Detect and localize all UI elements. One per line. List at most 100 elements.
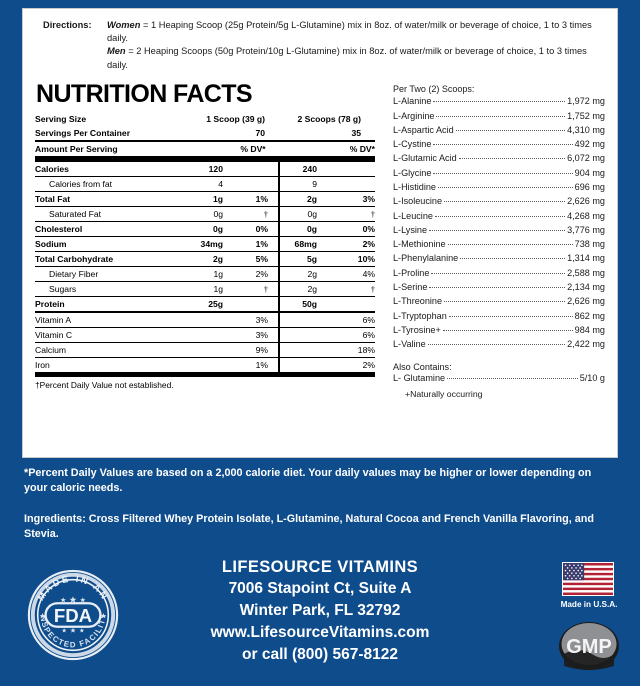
amino-acid-name: L-Methionine	[393, 239, 446, 250]
serving-size-col1: 1 Scoop (39 g)	[206, 113, 265, 124]
amino-acid-list: L-Alanine 1,972 mg L-Arginine 1,752 mg L-Asp…	[393, 95, 605, 352]
nutrient-dv-2: 6%	[331, 310, 375, 328]
amino-acid-value: 696 mg	[574, 182, 605, 193]
nutrition-row: Saturated Fat 0g † 0g †	[35, 205, 375, 222]
leader-dots	[429, 287, 566, 288]
leader-dots	[444, 301, 566, 303]
gmp-certified-icon: GMP	[558, 620, 620, 672]
nutrient-dv-1	[237, 295, 280, 312]
nutrient-amount-1: 1g	[185, 280, 237, 297]
nutrient-dv-1: †	[237, 280, 280, 297]
amino-acid-item: L-Methionine 738 mg	[393, 238, 605, 252]
nutrient-amount-2	[279, 356, 331, 375]
leader-dots	[447, 378, 578, 380]
serving-size-col2: 2 Scoops (78 g)	[297, 113, 361, 124]
nutrient-amount-2: 50g	[279, 295, 331, 312]
directions-body: Women = 1 Heaping Scoop (25g Protein/5g …	[107, 19, 605, 72]
nutrient-amount-2: 240	[279, 155, 331, 177]
nutrient-dv-2: 10%	[331, 250, 375, 267]
nutrient-name: Vitamin A	[35, 310, 185, 328]
leader-dots	[448, 315, 573, 317]
nutrient-dv-1: 0%	[237, 220, 280, 237]
nutrient-dv-2	[331, 175, 375, 192]
company-website[interactable]: www.LifesourceVitamins.com	[210, 624, 430, 642]
leader-dots	[437, 187, 573, 189]
leader-dots	[431, 272, 566, 274]
also-contains-header: Also Contains:	[393, 361, 452, 372]
nutrition-row: Iron 1% 2%	[35, 356, 375, 375]
directions-label: Directions:	[43, 20, 92, 30]
nutrient-amount-2	[279, 341, 331, 358]
nutrient-amount-2: 2g	[279, 280, 331, 297]
company-name: LIFESOURCE VITAMINS	[221, 558, 419, 576]
nutrient-name: Total Carbohydrate	[35, 250, 185, 267]
amino-acid-value: 2,626 mg	[567, 196, 605, 207]
nutrient-dv-1: 5%	[237, 250, 280, 267]
amino-acid-value: 738 mg	[574, 239, 605, 250]
nutrient-amount-1: 0g	[185, 220, 237, 237]
company-phone[interactable]: or call (800) 567-8122	[242, 646, 398, 664]
nutrient-name: Calories from fat	[35, 175, 185, 192]
amino-acid-item: L-Arginine 1,752 mg	[393, 109, 605, 123]
amino-acid-name: L-Cystine	[393, 139, 432, 150]
nutrient-amount-1: 120	[185, 155, 237, 177]
nutrient-dv-2: †	[331, 280, 375, 297]
nutrient-amount-1: 25g	[185, 295, 237, 312]
nutrition-row: Total Carbohydrate 2g 5% 5g 10%	[35, 250, 375, 267]
amino-acid-value: 4,268 mg	[567, 210, 605, 221]
servings-per-container-col1: 70	[255, 127, 265, 138]
amino-acid-item: L-Leucine 4,268 mg	[393, 209, 605, 223]
servings-per-container-label: Servings Per Container	[35, 127, 131, 138]
amino-acid-name: L-Tyrosine+	[393, 324, 441, 335]
nutrition-row: Vitamin A 3% 6%	[35, 310, 375, 328]
fda-inspected-facility-icon: MADE IN AN INSPECTED FACILITY FDA	[22, 559, 122, 664]
nutrient-dv-2: 2%	[331, 356, 375, 375]
nutrient-amount-1: 1g	[185, 190, 237, 207]
amino-acid-name: L-Alanine	[393, 96, 432, 107]
amino-acid-name: L-Serine	[393, 282, 428, 292]
amino-acid-name: L-Lysine	[393, 224, 428, 235]
nutrition-row: Cholesterol 0g 0% 0g 0%	[35, 220, 375, 237]
company-address-line2: Winter Park, FL 32792	[239, 602, 401, 620]
amino-acid-value: 904 mg	[574, 167, 605, 178]
nutrient-name: Sugars	[35, 280, 185, 297]
nutrient-dv-2: 18%	[331, 341, 375, 358]
nutrient-amount-1: 0g	[185, 205, 237, 222]
leader-dots	[433, 144, 573, 146]
nutrition-facts-title: NUTRITION FACTS	[36, 79, 253, 108]
nutrient-amount-2	[279, 326, 331, 343]
nutrient-dv-2	[331, 295, 375, 312]
amino-acid-value: 6,072 mg	[567, 153, 605, 164]
nutrient-name: Dietary Fiber	[35, 265, 185, 282]
amino-acid-value: 492 mg	[574, 139, 605, 150]
amount-per-serving-row: Amount Per Serving % DV* % DV*	[35, 139, 375, 159]
made-in-usa-caption: Made in U.S.A.	[560, 600, 618, 609]
ingredients-text: Ingredients: Cross Filtered Whey Protein…	[24, 513, 594, 541]
amino-acid-name: L-Isoleucine	[393, 196, 443, 207]
nutrient-dv-2: 0%	[331, 220, 375, 237]
amino-acid-name: L-Phenylalanine	[393, 253, 459, 264]
leader-dots	[460, 258, 566, 260]
nutrition-rows-body: Calories 120 240 Calories from fat 4 9 Total F…	[35, 155, 375, 379]
nutrition-row: Sodium 34mg 1% 68mg 2%	[35, 235, 375, 252]
nutrient-dv-1: †	[237, 205, 280, 222]
nutrient-amount-1	[185, 310, 237, 328]
amino-acid-item: L-Lysine 3,776 mg	[393, 223, 605, 237]
nutrient-amount-1: 34mg	[185, 235, 237, 252]
directions-block: Directions: Women = 1 Heaping Scoop (25g…	[35, 19, 605, 72]
nutrient-dv-1: 3%	[237, 310, 280, 328]
nutrient-dv-1: 2%	[237, 265, 280, 282]
leader-dots	[433, 101, 566, 103]
nutrient-dv-1	[237, 175, 280, 192]
nutrient-amount-1: 1g	[185, 265, 237, 282]
amino-acid-item: L-Phenylalanine 1,314 mg	[393, 252, 605, 266]
amino-acid-value: 4,310 mg	[567, 124, 605, 135]
amino-acid-name: L-Glycine	[393, 167, 432, 178]
nutrient-amount-2: 5g	[279, 250, 331, 267]
nutrient-name: Calories	[35, 155, 185, 177]
nutrient-name: Iron	[35, 356, 185, 375]
directions-men-text: = 2 Heaping Scoops (50g Protein/10g L-Gl…	[107, 46, 587, 70]
nutrient-name: Cholesterol	[35, 220, 185, 237]
amino-acid-item: L-Proline 2,588 mg	[393, 266, 605, 280]
